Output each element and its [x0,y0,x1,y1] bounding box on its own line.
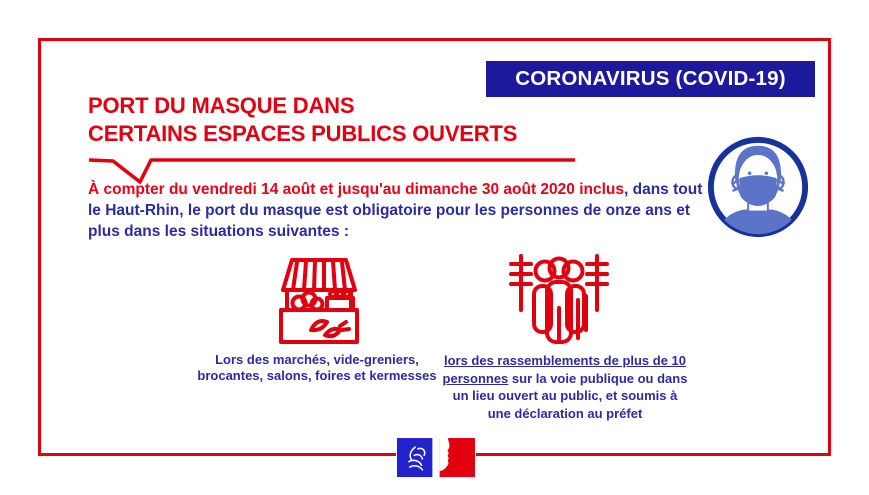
market-stall-icon [279,258,359,344]
marianne-logo-graphic [397,437,475,477]
title-line-2: CERTAINS ESPACES PUBLICS OUVERTS [88,121,518,146]
caption-markets: Lors des marchés, vide-greniers, brocant… [197,352,437,383]
crowd-with-banners-icon [509,254,609,344]
intro-dates: À compter du vendredi 14 août et jusqu'a… [88,181,624,198]
intro-rest: , dans tout le Haut-Rhin, le port du mas… [88,181,703,240]
title-line-1: PORT DU MASQUE DANS [88,93,355,118]
caption-gatherings-underlined: lors des rassemblements de plus de 10 pe… [442,353,687,386]
masked-person-icon [707,136,809,238]
intro-paragraph: À compter du vendredi 14 août et jusqu'a… [88,179,712,242]
title-underline-speech-tail [88,158,575,184]
caption-gatherings: lors des rassemblements de plus de 10 pe… [441,352,689,422]
banner-label: CORONAVIRUS (COVID-19) [515,67,786,90]
coronavirus-banner: CORONAVIRUS (COVID-19) [486,61,815,97]
caption-gatherings-rest: sur la voie publique ou dans un lieu ouv… [452,370,688,421]
page-title: PORT DU MASQUE DANS CERTAINS ESPACES PUB… [88,92,648,148]
french-government-marianne-logo [396,436,476,479]
